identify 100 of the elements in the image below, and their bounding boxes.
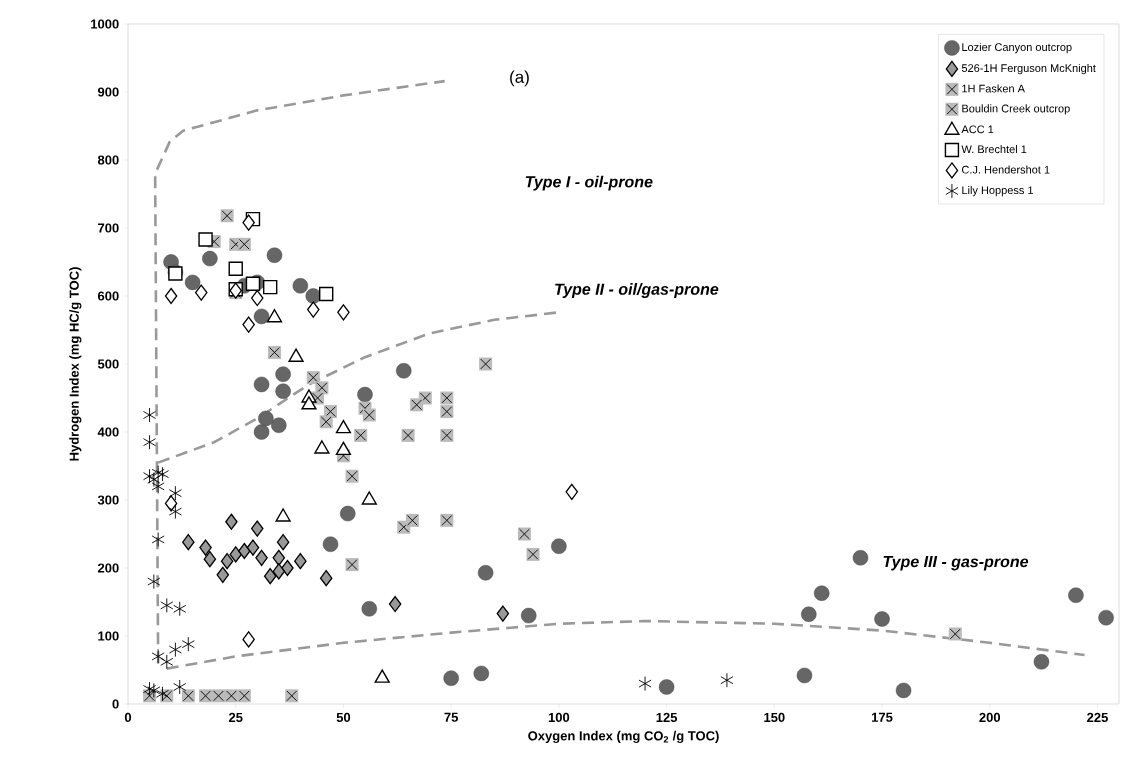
point [814,585,830,601]
point [184,274,201,291]
point [168,504,182,520]
point [164,495,178,512]
point [194,284,208,301]
x-tick-label: 125 [656,712,678,722]
point [199,539,212,556]
point [143,407,157,423]
point [271,417,287,433]
y-tick-label: 1000 [91,19,119,29]
point [874,611,890,627]
point [275,508,291,522]
point [272,563,286,580]
point [182,534,195,551]
point [275,383,291,399]
annotation: Type III - gas-prone [883,556,1029,571]
point [322,536,339,552]
point [1033,654,1050,670]
point [151,648,165,664]
legend-label: W. Brechtel 1 [961,145,1027,154]
point [396,363,412,379]
point [258,410,274,427]
x-tick-label: 50 [336,712,351,722]
point [181,636,195,652]
point [253,424,270,440]
point [245,276,261,291]
point [253,376,270,393]
legend-label: C.J. Hendershot 1 [961,165,1050,174]
point [143,681,157,697]
point [272,549,286,566]
x-tick-label: 0 [124,712,132,722]
point [319,570,333,587]
point [266,247,283,263]
point [658,679,675,695]
point [720,672,734,688]
point [225,513,238,530]
x-tick-label: 75 [444,712,459,722]
point [294,553,307,570]
annotation: (a) [510,70,529,87]
point [335,441,352,456]
point [168,642,182,658]
point [173,679,187,695]
point [852,550,869,566]
point [477,565,494,581]
point [276,534,290,551]
point [801,606,817,622]
legend-label: Bouldin Creek outcrop [962,104,1070,115]
point [151,465,165,481]
point [238,542,251,560]
point [229,546,242,563]
point [143,434,157,450]
y-tick-label: 800 [97,155,119,165]
y-tick-label: 900 [97,87,119,97]
x-tick-label: 175 [872,712,893,722]
legend-label: ACC 1 [961,125,994,134]
y-axis-title: Hydrogen Index (mg HC/g TOC) [69,267,82,461]
y-tick-label: 500 [97,359,119,369]
point [255,549,268,566]
point [319,286,334,302]
legend-label: 526-1H Ferguson McKnight [961,63,1096,75]
y-tick-label: 0 [112,699,119,709]
legend-label: 1H Fasken A [962,84,1025,93]
point [263,568,277,585]
y-tick-label: 100 [98,631,119,641]
legend-label: Lozier Canyon outcrop [962,42,1072,54]
x-axis-title: Oxygen Index (mg CO$_{2}$ /g TOC) [528,730,719,744]
point [361,601,377,617]
point [292,278,309,294]
point [337,304,350,321]
point [496,605,510,622]
y-tick-label: 700 [98,223,119,233]
point [250,289,264,307]
point [340,505,356,522]
point [246,539,260,556]
point [473,665,490,682]
x-tick-label: 25 [228,712,243,722]
point [443,670,459,686]
point [301,396,317,410]
point [160,654,174,670]
point [173,601,187,617]
point [335,419,352,434]
x-tick-label: 150 [764,712,785,722]
line-series [165,619,1086,670]
point [198,232,213,247]
point [147,682,161,698]
point [202,250,218,267]
x-tick-label: 100 [548,712,570,722]
point [253,308,270,325]
point [314,440,330,454]
legend-label: Lily Hoppess 1 [962,186,1034,197]
point [275,366,291,382]
point [151,531,165,547]
point [220,553,234,570]
point [155,686,169,702]
point [147,574,161,590]
point [521,607,537,624]
point [638,676,652,692]
point [1098,609,1114,626]
y-tick-label: 200 [97,563,119,573]
y-tick-label: 600 [97,291,119,301]
